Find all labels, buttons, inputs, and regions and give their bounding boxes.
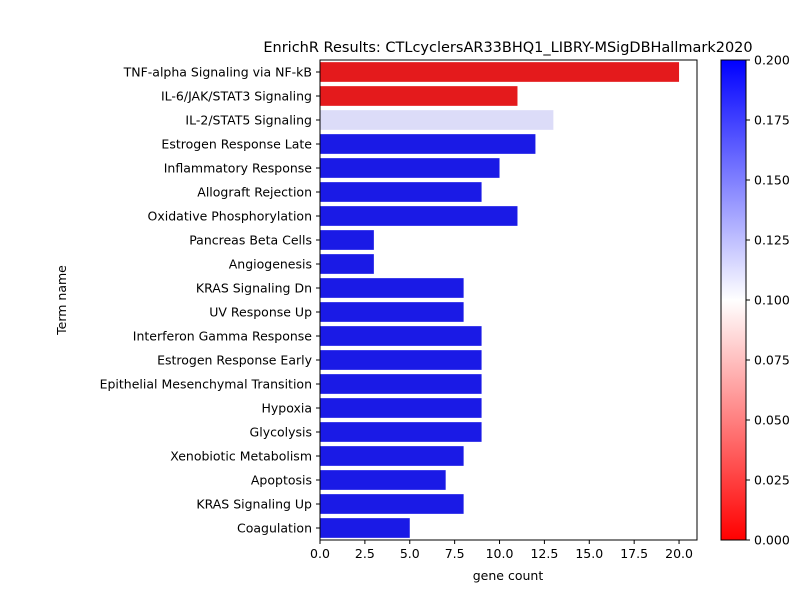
bar: [320, 470, 446, 490]
colorbar-tick-label: 0.000: [754, 533, 790, 548]
y-tick-label: Hypoxia: [261, 401, 312, 416]
bar: [320, 350, 482, 370]
y-tick-label: Apoptosis: [251, 473, 312, 488]
y-tick-label: IL-6/JAK/STAT3 Signaling: [161, 89, 312, 104]
bar: [320, 62, 680, 82]
y-tick-label: Angiogenesis: [229, 257, 312, 272]
chart-title: EnrichR Results: CTLcyclersAR33BHQ1_LIBR…: [263, 40, 752, 56]
bar: [320, 278, 464, 298]
bar: [320, 374, 482, 394]
bar: [320, 302, 464, 322]
x-tick-label: 15.0: [575, 546, 603, 561]
x-tick-label: 7.5: [445, 546, 465, 561]
y-axis-label: Term name: [54, 265, 69, 336]
bar: [320, 230, 374, 250]
y-tick-label: Interferon Gamma Response: [133, 329, 313, 344]
y-tick-label: Allograft Rejection: [197, 185, 312, 200]
colorbar-tick-label: 0.175: [754, 113, 790, 128]
y-tick-label: KRAS Signaling Dn: [196, 281, 312, 296]
bar: [320, 134, 536, 154]
colorbar-tick-label: 0.100: [754, 293, 790, 308]
y-tick-label: UV Response Up: [209, 305, 312, 320]
bar: [320, 446, 464, 466]
bar: [320, 110, 554, 130]
y-tick-label: Xenobiotic Metabolism: [170, 449, 312, 464]
bar: [320, 86, 518, 106]
colorbar-tick-label: 0.075: [754, 353, 790, 368]
x-axis-label: gene count: [473, 568, 544, 583]
y-tick-label: Estrogen Response Late: [161, 137, 312, 152]
y-tick-label: Glycolysis: [250, 425, 312, 440]
y-tick-label: TNF-alpha Signaling via NF-kB: [123, 65, 312, 80]
y-tick-label: Oxidative Phosphorylation: [148, 209, 312, 224]
x-tick-label: 0.0: [310, 546, 330, 561]
y-tick-label: Pancreas Beta Cells: [189, 233, 312, 248]
colorbar-tick-label: 0.125: [754, 233, 790, 248]
y-tick-label: Epithelial Mesenchymal Transition: [100, 377, 312, 392]
y-tick-label: Estrogen Response Early: [157, 353, 313, 368]
bar: [320, 206, 518, 226]
plot-frame: [319, 59, 698, 541]
bar: [320, 398, 482, 418]
bar: [320, 158, 500, 178]
y-tick-label: Inflammatory Response: [164, 161, 313, 176]
bar: [320, 326, 482, 346]
colorbar: [720, 59, 747, 541]
y-tick-label: KRAS Signaling Up: [196, 497, 312, 512]
bar: [320, 182, 482, 202]
bar: [320, 518, 410, 538]
x-tick-label: 20.0: [665, 546, 693, 561]
x-tick-label: 5.0: [400, 546, 420, 561]
x-tick-label: 10.0: [486, 546, 514, 561]
bar: [320, 254, 374, 274]
x-tick-label: 12.5: [530, 546, 558, 561]
bar: [320, 422, 482, 442]
bar: [320, 494, 464, 514]
x-tick-label: 17.5: [620, 546, 648, 561]
colorbar-tick-label: 0.200: [754, 53, 790, 68]
colorbar-tick-label: 0.050: [754, 413, 790, 428]
x-tick-label: 2.5: [355, 546, 375, 561]
y-tick-label: IL-2/STAT5 Signaling: [185, 113, 312, 128]
colorbar-tick-label: 0.150: [754, 173, 790, 188]
y-tick-label: Coagulation: [237, 521, 312, 536]
colorbar-tick-label: 0.025: [754, 473, 790, 488]
